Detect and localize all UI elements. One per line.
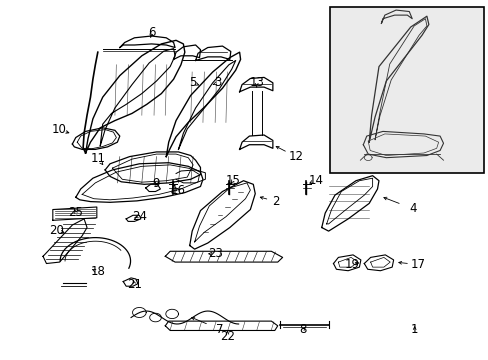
Text: 17: 17 (410, 258, 425, 271)
Text: 11: 11 (90, 152, 105, 165)
Text: 18: 18 (90, 265, 105, 278)
Text: 5: 5 (189, 76, 197, 89)
Text: 10: 10 (51, 123, 66, 136)
Text: 12: 12 (288, 150, 303, 163)
Text: 15: 15 (225, 174, 240, 186)
Text: 19: 19 (344, 258, 359, 271)
Text: 16: 16 (171, 184, 185, 197)
Polygon shape (329, 7, 483, 173)
Text: 22: 22 (220, 330, 234, 343)
Text: 4: 4 (408, 202, 416, 215)
Text: 13: 13 (249, 76, 264, 89)
Text: 8: 8 (299, 323, 306, 336)
Text: 21: 21 (127, 278, 142, 291)
Text: 25: 25 (68, 206, 83, 219)
Text: 3: 3 (213, 76, 221, 89)
Text: 6: 6 (147, 26, 155, 39)
Text: 24: 24 (132, 210, 146, 222)
Text: 23: 23 (207, 247, 222, 260)
Text: 7: 7 (216, 323, 224, 336)
Text: 1: 1 (410, 323, 418, 336)
Text: 14: 14 (308, 174, 323, 186)
Text: 2: 2 (272, 195, 280, 208)
Text: 9: 9 (152, 177, 160, 190)
Text: 20: 20 (49, 224, 63, 237)
